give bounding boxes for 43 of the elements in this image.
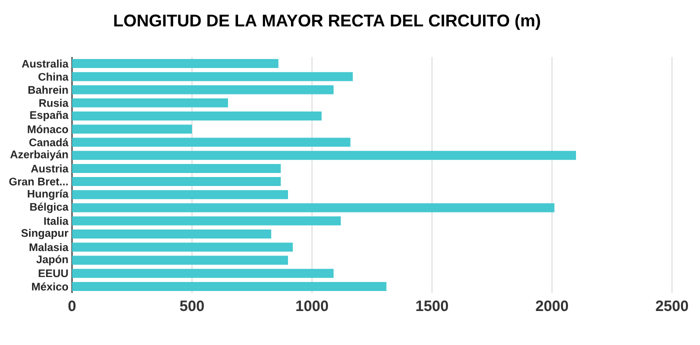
bar — [72, 177, 281, 186]
y-tick-label: Mónaco — [28, 125, 68, 134]
y-tick-label: Rusia — [39, 98, 69, 107]
bar — [72, 72, 353, 82]
y-tick-label: Austria — [30, 164, 69, 172]
bar — [72, 98, 228, 108]
x-tick-label: 2000 — [536, 300, 568, 312]
bar — [72, 164, 281, 173]
x-tick-label: 500 — [180, 300, 204, 312]
bar — [72, 230, 272, 238]
bar — [72, 59, 278, 68]
bar — [72, 203, 554, 212]
x-tick-label: 0 — [68, 300, 76, 312]
y-tick-label: Bélgica — [30, 202, 69, 213]
bar — [72, 112, 322, 120]
bar — [72, 138, 350, 147]
bar — [72, 150, 576, 160]
bar — [72, 242, 293, 252]
chart-title: LONGITUD DE LA MAYOR RECTA DEL CIRCUITO (m) — [114, 14, 540, 30]
y-tick-label: España — [30, 110, 69, 122]
y-tick-label: Singapur — [21, 228, 68, 240]
bar — [72, 216, 341, 226]
bar — [72, 85, 334, 94]
y-tick-label: Italia — [44, 216, 69, 225]
bar — [72, 282, 386, 291]
x-tick-label: 1500 — [416, 300, 448, 312]
y-tick-label: Hungría — [28, 189, 69, 200]
y-tick-label: Malasia — [30, 243, 69, 252]
y-tick-label: México — [32, 282, 68, 291]
y-tick-label: Gran Bret... — [9, 178, 68, 186]
bar — [72, 124, 192, 134]
bar — [72, 256, 288, 265]
y-tick-label: EEUU — [38, 270, 68, 278]
y-tick-label: Bahrein — [28, 86, 68, 94]
y-tick-label: Canadá — [29, 138, 68, 146]
x-tick-label: 1000 — [296, 300, 328, 312]
bar — [72, 268, 334, 278]
y-tick-label: Australia — [22, 60, 69, 68]
y-tick-label: Japón — [36, 255, 68, 266]
y-tick-label: Azerbaiyán — [10, 150, 68, 160]
y-tick-label: China — [38, 72, 69, 81]
x-tick-label: 2500 — [656, 300, 688, 312]
bar — [72, 190, 288, 200]
